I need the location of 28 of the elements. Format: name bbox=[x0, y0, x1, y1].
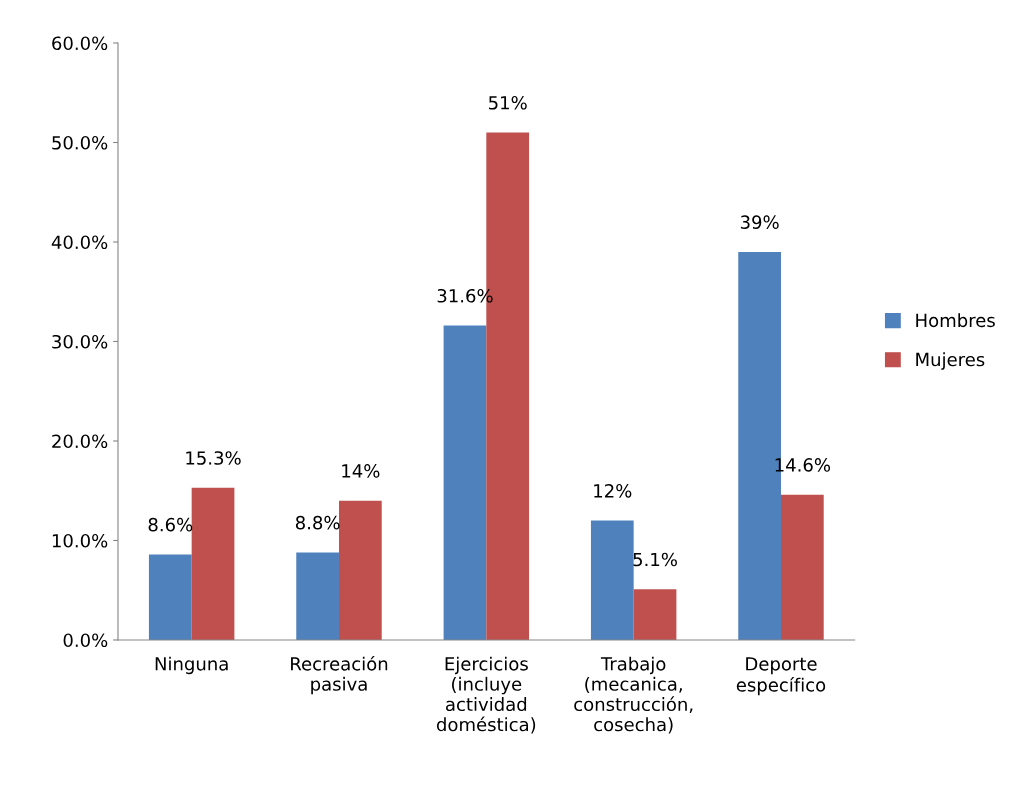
data-label: 39% bbox=[740, 215, 779, 229]
x-tick-label: Trabajo (mecanica, construcción, cosecha) bbox=[574, 656, 693, 734]
bar bbox=[338, 500, 382, 640]
x-tick-label: Ejercicios (incluye actividad doméstica) bbox=[436, 656, 536, 734]
bar bbox=[590, 520, 634, 640]
data-label: 14% bbox=[342, 464, 380, 478]
data-label: 12% bbox=[594, 483, 632, 498]
legend-label: Hombres bbox=[916, 313, 995, 328]
x-tick-label: Deporte específico bbox=[736, 657, 826, 696]
bar bbox=[443, 325, 487, 640]
y-tick-label: 30.0% bbox=[52, 334, 108, 349]
bar bbox=[780, 494, 824, 640]
x-tick-label: Recreación pasiva bbox=[291, 655, 388, 695]
y-tick-label: 20.0% bbox=[52, 434, 108, 449]
bar bbox=[296, 552, 339, 640]
bar bbox=[148, 554, 192, 640]
y-tick-label: 0.0% bbox=[63, 633, 108, 648]
y-tick-label: 10.0% bbox=[52, 533, 108, 548]
legend-label: Mujeres bbox=[916, 352, 985, 370]
bar bbox=[191, 487, 235, 640]
bar bbox=[633, 589, 677, 640]
data-label: 15.3% bbox=[186, 451, 241, 465]
y-tick-label: 40.0% bbox=[51, 235, 108, 250]
data-label: 51% bbox=[489, 95, 527, 110]
y-tick-label: 50.0% bbox=[52, 135, 108, 150]
data-label: 5.1% bbox=[633, 552, 677, 567]
x-tick-label: Ninguna bbox=[155, 656, 228, 675]
y-tick-label: 60.0% bbox=[52, 36, 108, 51]
